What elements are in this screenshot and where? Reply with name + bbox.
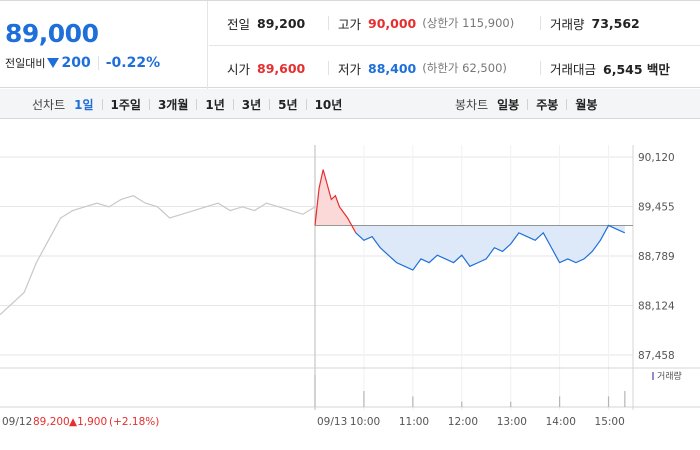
period-button-5[interactable]: 5년 [278,97,298,112]
prev-close-annotation: 89,200 [33,416,70,428]
candle-chart-periods: 봉차트 일봉 주봉 월봉 [455,89,597,119]
divider [566,98,568,110]
y-tick-label: 90,120 [638,152,675,164]
volume-legend: 거래량 [652,369,682,382]
x-tick-label: 14:00 [546,416,576,428]
divider [269,98,271,110]
high-price: 고가 90,000 (상한가 115,900) [338,1,514,45]
change-label: 전일대비 [5,57,46,70]
period-button-3[interactable]: 1년 [205,97,225,112]
open-label: 시가 [227,61,251,77]
line-chart-label: 선차트 [32,97,66,112]
divider [540,16,541,30]
y-tick-label: 89,455 [638,201,675,213]
x-tick-label: 09/12 [2,416,32,428]
lower-limit: (하한가 62,500) [422,61,507,75]
divider [209,45,700,46]
prev-change-pct-annotation: (+2.18%) [109,416,159,428]
divider [328,61,329,75]
current-price-box: 89,000 전일대비 200 -0.22% [0,1,208,89]
volume-bar [363,391,365,407]
open-value: 89,600 [257,60,306,76]
period-button-1[interactable]: 1주일 [110,97,141,112]
y-tick-label: 87,458 [638,350,675,362]
candle-button-1[interactable]: 주봉 [536,97,559,112]
change-value: 200 [61,55,91,71]
volume-bar [412,396,414,407]
divider [101,98,103,110]
trade-amount: 거래대금 6,545 백만 [550,46,670,90]
divider [540,61,541,75]
volume-bar [510,401,512,407]
change-row: 전일대비 200 -0.22% [5,55,160,71]
low-value: 88,400 [368,60,417,76]
divider [232,98,234,110]
x-tick-label: 15:00 [595,416,625,428]
volume-legend-label: 거래량 [657,372,682,382]
high-label: 고가 [338,16,362,32]
period-button-0[interactable]: 1일 [74,97,94,112]
upper-limit: (상한가 115,900) [422,16,515,30]
price-chart: 90,120 89,455 88,789 88,124 87,458 09/12 89,20… [0,120,700,450]
candle-button-2[interactable]: 월봉 [575,97,598,112]
x-tick-label: 13:00 [497,416,527,428]
candle-chart-label: 봉차트 [455,97,489,112]
divider [148,98,150,110]
volume-label: 거래량 [550,16,585,32]
volume-bar [624,391,626,407]
change-percent: -0.22% [105,55,161,71]
divider [196,98,198,110]
prev-day-line [0,195,316,316]
current-price: 89,000 [5,19,99,48]
volume: 거래량 73,562 [550,1,640,45]
volume-bar [314,375,316,407]
low-price: 저가 88,400 (하한가 62,500) [338,46,507,90]
line-chart-periods: 선차트 1일 1주일 3개월 1년 3년 5년 10년 [32,89,342,119]
down-triangle-icon [47,58,60,68]
y-tick-label: 88,789 [638,251,675,263]
chart-period-toolbar: 선차트 1일 1주일 3개월 1년 3년 5년 10년 봉차트 일봉 주봉 월봉 [0,89,700,119]
amount-value: 6,545 백만 [603,61,670,77]
current-day-line-down [355,224,626,271]
divider [97,56,99,70]
amount-label: 거래대금 [550,61,597,77]
volume-legend-swatch [652,371,654,380]
price-summary: 89,000 전일대비 200 -0.22% 전일 89,200 고가 90,0… [0,0,700,90]
divider [328,16,329,30]
x-tick-label: 10:00 [350,416,380,428]
high-value: 90,000 [368,15,417,31]
prev-change-annotation: ▲1,900 [69,416,107,428]
candle-button-0[interactable]: 일봉 [497,97,520,112]
low-label: 저가 [338,61,362,77]
period-button-2[interactable]: 3개월 [157,97,189,112]
above-ref-area [315,169,356,233]
x-tick-label: 12:00 [448,416,478,428]
prev-close-value: 89,200 [257,15,306,31]
open-price: 시가 89,600 [227,46,305,90]
divider [527,98,529,110]
volume-bar [607,396,610,407]
prev-close: 전일 89,200 [227,1,305,45]
prev-close-label: 전일 [227,16,251,32]
period-button-6[interactable]: 10년 [314,97,343,112]
x-tick-label: 09/13 [317,416,347,428]
volume-bar [559,396,561,407]
current-day-line-up [314,169,357,234]
price-chart-svg: 90,120 89,455 88,789 88,124 87,458 09/12 89,20… [0,145,700,428]
divider [305,98,307,110]
period-button-4[interactable]: 3년 [241,97,262,112]
below-ref-area [315,169,625,271]
x-tick-label: 11:00 [399,416,429,428]
volume-bar [461,401,463,407]
y-tick-label: 88,124 [638,300,675,312]
volume-value: 73,562 [591,15,640,31]
